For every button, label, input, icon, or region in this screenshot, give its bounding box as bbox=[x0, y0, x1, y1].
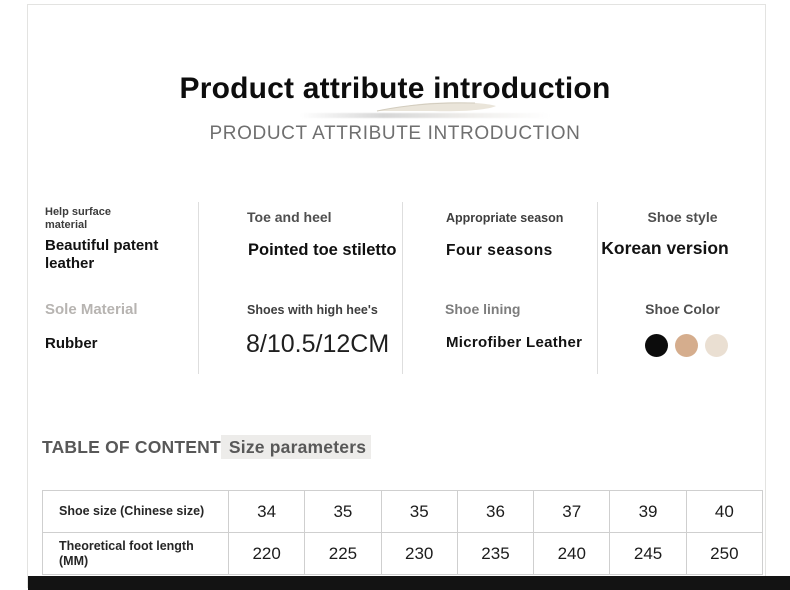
size-parameters-table: Shoe size (Chinese size) 34 35 35 36 37 … bbox=[42, 490, 764, 575]
size-heading-prefix: TABLE OF CONTENT bbox=[42, 437, 221, 457]
page-title: Product attribute introduction bbox=[179, 72, 611, 105]
feather-shadow bbox=[300, 113, 550, 118]
foot-length-cell: 225 bbox=[304, 532, 382, 575]
attr-label-toe-heel: Toe and heel bbox=[247, 209, 332, 225]
column-divider bbox=[402, 202, 403, 374]
size-heading-suffix: Size parameters bbox=[220, 435, 372, 459]
foot-length-cell: 220 bbox=[227, 532, 306, 575]
attr-label-style: Shoe style bbox=[647, 209, 718, 225]
column-divider bbox=[198, 202, 199, 374]
column-divider bbox=[597, 202, 598, 374]
foot-length-cell: 230 bbox=[380, 532, 458, 575]
row-label-foot-length: Theoretical foot length (MM) bbox=[42, 532, 229, 575]
attr-label-lining: Shoe lining bbox=[445, 301, 521, 317]
attr-label-sole-material: Sole Material bbox=[45, 301, 138, 318]
attr-label-season: Appropriate season bbox=[446, 211, 564, 225]
attr-label-heel-height: Shoes with high hee's bbox=[247, 303, 378, 317]
table-row-shoe-size: Shoe size (Chinese size) 34 35 35 36 37 … bbox=[42, 490, 764, 533]
table-row-foot-length: Theoretical foot length (MM) 220 225 230… bbox=[42, 532, 764, 575]
shoe-color-swatches bbox=[645, 334, 728, 357]
color-swatch-tan bbox=[675, 334, 698, 357]
shoe-size-cell: 35 bbox=[380, 490, 458, 533]
shoe-size-cell: 34 bbox=[227, 490, 306, 533]
foot-length-cell: 240 bbox=[533, 532, 611, 575]
foot-length-cell: 250 bbox=[685, 532, 764, 575]
attr-label-color: Shoe Color bbox=[645, 301, 720, 317]
foot-length-cell: 245 bbox=[609, 532, 687, 575]
attr-value-toe-heel: Pointed toe stiletto bbox=[248, 241, 397, 259]
attr-value-style: Korean version bbox=[601, 238, 729, 258]
foot-length-cell: 235 bbox=[456, 532, 535, 575]
row-label-shoe-size: Shoe size (Chinese size) bbox=[42, 490, 229, 533]
feather-decoration-icon bbox=[375, 98, 500, 121]
shoe-size-cell: 35 bbox=[304, 490, 382, 533]
page-subtitle: PRODUCT ATTRIBUTE INTRODUCTION bbox=[209, 123, 581, 144]
next-section-dark-bar bbox=[28, 576, 790, 590]
attr-label-upper-material: Help surface material bbox=[45, 206, 112, 231]
attr-value-heel-height: 8/10.5/12CM bbox=[246, 330, 390, 358]
size-section-heading: TABLE OF CONTENT Size parameters bbox=[42, 435, 372, 459]
shoe-size-cell: 36 bbox=[456, 490, 535, 533]
color-swatch-black bbox=[645, 334, 668, 357]
shoe-size-cell: 37 bbox=[533, 490, 611, 533]
attr-value-lining: Microfiber Leather bbox=[446, 334, 583, 351]
color-swatch-cream bbox=[705, 334, 728, 357]
shoe-size-cell: 39 bbox=[609, 490, 687, 533]
attr-value-sole-material: Rubber bbox=[45, 335, 98, 352]
attr-value-upper-material: Beautiful patent leather bbox=[45, 237, 159, 272]
shoe-size-cell: 40 bbox=[685, 490, 764, 533]
attr-value-season: Four seasons bbox=[446, 242, 553, 259]
